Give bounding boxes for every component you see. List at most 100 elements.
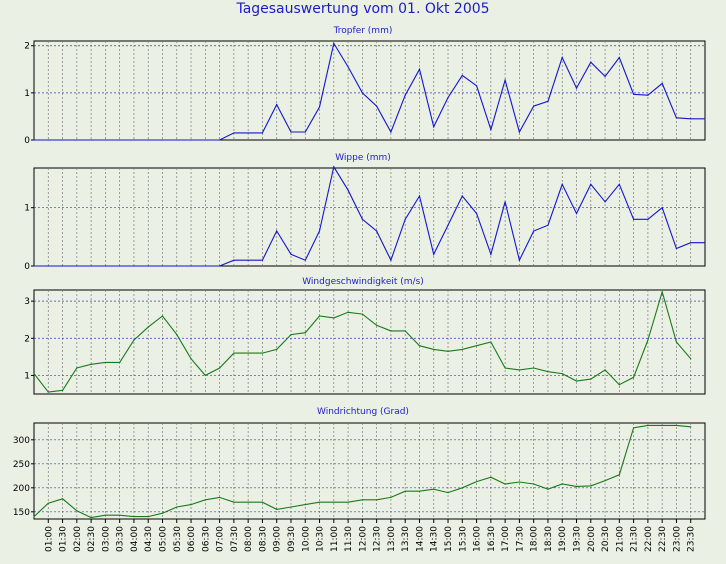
- plot-area: [33, 40, 706, 141]
- y-tick-label: 1: [24, 204, 30, 214]
- data-point: [176, 333, 178, 336]
- data-point: [418, 490, 421, 492]
- data-point: [90, 265, 92, 267]
- data-point: [33, 372, 35, 375]
- data-point: [404, 490, 406, 492]
- data-point: [447, 96, 449, 99]
- x-tick-label: 08:30: [258, 526, 268, 552]
- data-point: [461, 487, 463, 489]
- data-point: [90, 516, 92, 519]
- data-point: [276, 230, 278, 232]
- data-point: [418, 195, 421, 197]
- data-point: [561, 372, 563, 375]
- data-point: [690, 426, 692, 428]
- data-point: [176, 139, 178, 141]
- data-point: [361, 313, 363, 315]
- chart-panel-1: 0 1 2 Tropfer (mm): [24, 26, 706, 146]
- data-point: [690, 358, 692, 360]
- data-point: [490, 253, 492, 255]
- data-point: [661, 424, 663, 426]
- data-point: [661, 207, 663, 209]
- data-point: [404, 218, 406, 220]
- data-point: [647, 424, 649, 426]
- data-point: [190, 139, 192, 141]
- data-point: [318, 106, 321, 108]
- x-tick-label: 22:30: [658, 526, 668, 552]
- data-point: [618, 183, 620, 185]
- x-tick-label: 18:00: [530, 526, 540, 552]
- data-point: [190, 265, 192, 267]
- data-point: [647, 94, 649, 96]
- data-point: [304, 332, 306, 334]
- x-tick-label: 22:00: [644, 526, 654, 552]
- data-point: [547, 488, 549, 490]
- x-tick-label: 01:00: [44, 526, 54, 552]
- y-tick-label: 2: [24, 42, 30, 52]
- data-point: [504, 483, 506, 485]
- data-point: [347, 311, 349, 313]
- x-tick-label: 11:30: [344, 526, 354, 552]
- data-point: [518, 259, 521, 261]
- data-point: [176, 265, 178, 267]
- data-point: [618, 384, 620, 386]
- data-point: [47, 391, 49, 393]
- data-point: [247, 132, 249, 134]
- plot-area: [33, 289, 706, 395]
- data-point: [361, 92, 363, 94]
- data-point: [119, 139, 121, 141]
- data-point: [633, 427, 635, 429]
- data-point: [218, 367, 221, 369]
- data-point: [561, 483, 563, 485]
- data-point: [490, 476, 492, 478]
- data-point: [376, 324, 378, 326]
- x-tick-label: 13:00: [387, 526, 397, 552]
- data-point: [161, 139, 164, 141]
- data-point: [90, 139, 92, 141]
- x-tick-label: 02:30: [87, 526, 97, 552]
- data-point: [261, 132, 264, 134]
- x-tick-label: 23:00: [672, 526, 682, 552]
- data-point: [433, 253, 435, 255]
- data-point: [33, 516, 35, 518]
- data-point: [390, 259, 392, 261]
- chart-title: Windgeschwindigkeit (m/s): [302, 277, 424, 287]
- data-point: [47, 502, 49, 504]
- data-point: [333, 501, 335, 503]
- data-point: [447, 350, 449, 352]
- data-point: [204, 139, 206, 141]
- data-point: [133, 139, 135, 141]
- data-point: [404, 330, 406, 332]
- data-point: [461, 348, 463, 351]
- data-point: [447, 492, 449, 494]
- data-point: [547, 371, 549, 373]
- data-point: [147, 516, 149, 518]
- data-point: [261, 352, 264, 354]
- data-point: [647, 218, 649, 220]
- data-point: [690, 118, 692, 120]
- data-point: [290, 506, 292, 508]
- x-tick-label: 06:30: [201, 526, 211, 552]
- data-point: [361, 499, 363, 501]
- data-point: [290, 333, 292, 336]
- data-point: [533, 230, 535, 232]
- plot-area: [33, 422, 706, 520]
- chart-title: Windrichtung (Grad): [317, 407, 409, 417]
- x-tick-label: 20:00: [587, 526, 597, 552]
- data-point: [618, 474, 620, 476]
- plot-area: [33, 167, 706, 267]
- data-point: [233, 259, 235, 261]
- x-tick-label: 07:30: [230, 526, 240, 552]
- data-point: [304, 504, 306, 506]
- y-tick-label: 3: [24, 297, 30, 307]
- data-point: [390, 330, 392, 332]
- data-point: [561, 183, 563, 185]
- data-point: [433, 126, 435, 128]
- data-point: [47, 265, 49, 267]
- x-axis: 01:00 01:30 02:00 02:30 03:00 03:30 04:00 04:30…: [44, 519, 697, 552]
- data-point: [61, 498, 64, 500]
- series-line: [34, 41, 705, 141]
- x-tick-label: 13:30: [401, 526, 411, 552]
- x-tick-label: 21:00: [615, 526, 625, 552]
- data-point: [475, 480, 478, 483]
